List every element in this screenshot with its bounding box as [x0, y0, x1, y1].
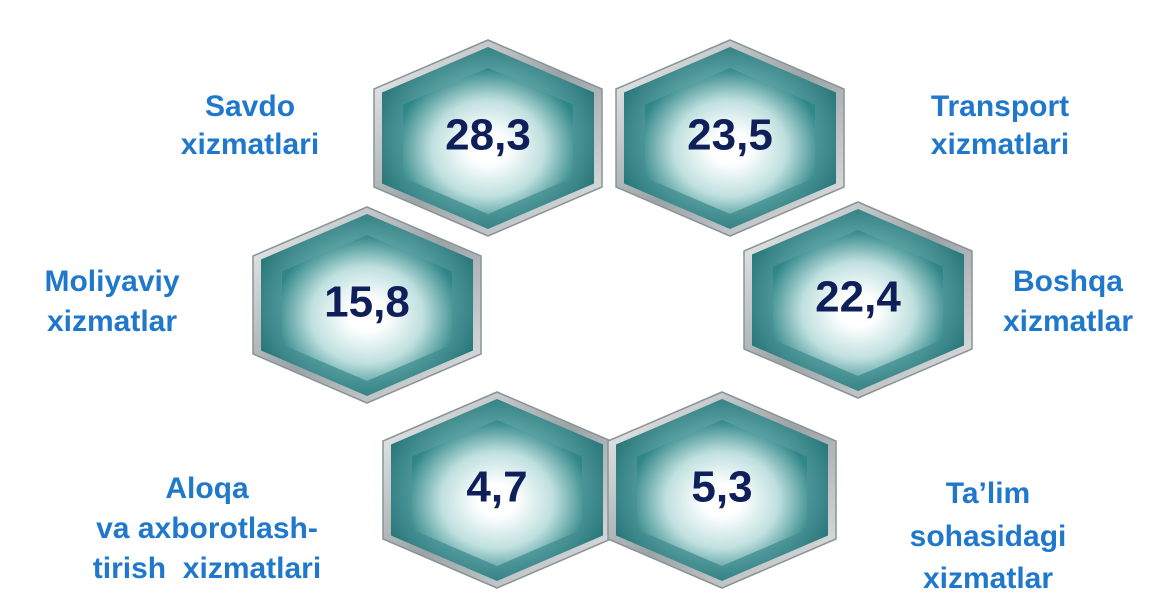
hexagon-node: 5,3: [607, 391, 837, 589]
node-label: Aloqa: [165, 472, 249, 505]
node-label: Boshqa: [1013, 265, 1123, 298]
hex-inner: [637, 420, 807, 566]
hex-inner: [282, 235, 452, 381]
node-value: 5,3: [691, 463, 752, 512]
node-label: xizmatlar: [1003, 305, 1133, 338]
hexagon-node: 23,5: [615, 39, 845, 237]
node-label: Savdo: [205, 90, 295, 123]
node-label: Moliyaviy: [44, 265, 179, 298]
node-label: xizmatlari: [181, 128, 319, 161]
node-label: Transport: [931, 90, 1069, 123]
hexagon-node: 15,8: [252, 206, 482, 404]
hexagon-node: 4,7: [382, 391, 612, 589]
node-value: 28,3: [445, 111, 531, 160]
hex-inner: [412, 420, 582, 566]
hexagon-node: 28,3: [373, 39, 603, 237]
hex-inner: [773, 230, 943, 376]
hex-inner: [403, 68, 573, 214]
node-value: 15,8: [324, 278, 410, 327]
node-label: xizmatlari: [931, 128, 1069, 161]
hex-inner: [645, 68, 815, 214]
node-label: sohasidagi: [910, 520, 1067, 553]
node-value: 22,4: [815, 273, 901, 322]
node-label: va axborotlash-: [96, 512, 318, 545]
hexagon-node: 22,4: [743, 201, 973, 399]
node-label: tirish xizmatlari: [93, 552, 321, 585]
node-label: Ta’lim: [946, 477, 1030, 510]
node-label: xizmatlar: [47, 305, 177, 338]
node-value: 23,5: [687, 111, 773, 160]
node-value: 4,7: [466, 463, 527, 512]
node-label: xizmatlar: [923, 562, 1053, 595]
